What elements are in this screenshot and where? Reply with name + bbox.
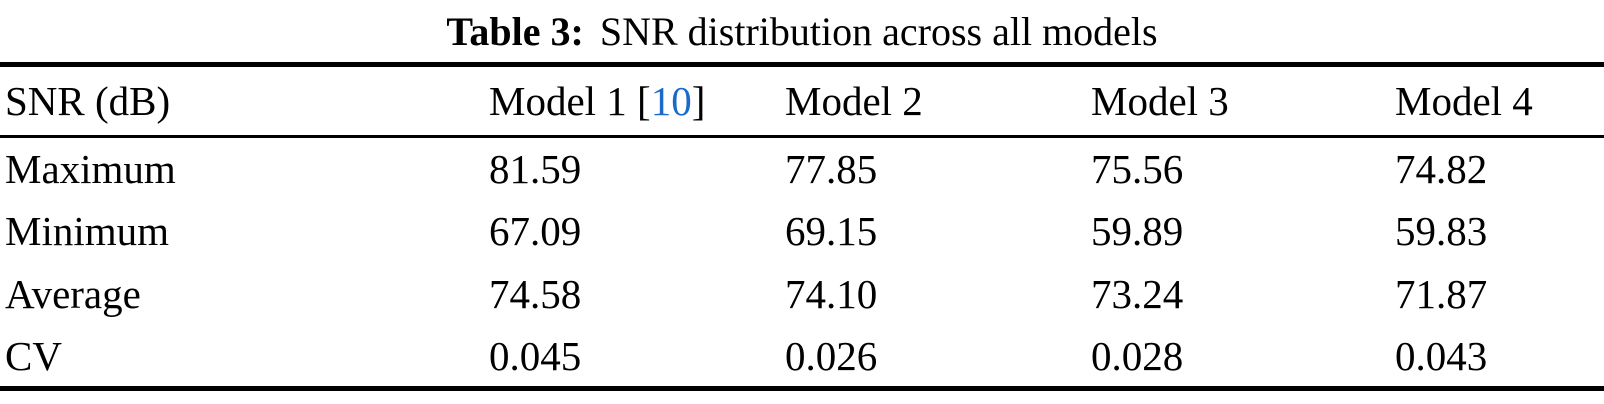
cell-value: 67.09	[489, 208, 582, 254]
cell-value: 0.028	[1091, 332, 1184, 379]
table-row-maximum: Maximum 81.59 77.85 75.56 74.82	[0, 137, 1604, 200]
cell-value: 0.045	[489, 332, 582, 379]
column-header-model3: Model 3	[1091, 64, 1395, 138]
cell-value: 0.026	[785, 332, 878, 379]
snr-table: SNR (dB) Model 1 [10] Model 2 Model 3 Mo…	[0, 62, 1604, 391]
row-label: Minimum	[5, 208, 170, 254]
column-header-model2: Model 2	[785, 64, 1091, 138]
cell-value: 71.87	[1395, 271, 1488, 317]
row-label: CV	[5, 332, 62, 379]
cell-value: 74.82	[1395, 145, 1488, 192]
cell-value: 59.83	[1395, 208, 1488, 254]
header-row: SNR (dB) Model 1 [10] Model 2 Model 3 Mo…	[0, 64, 1604, 138]
row-label: Maximum	[5, 145, 176, 192]
table-row-cv: CV 0.045 0.026 0.028 0.043	[0, 326, 1604, 389]
table-caption: Table 3: SNR distribution across all mod…	[0, 0, 1604, 62]
model1-label-suffix: ]	[691, 78, 706, 124]
table-row-average: Average 74.58 74.10 73.24 71.87	[0, 263, 1604, 326]
cell-value: 73.24	[1091, 271, 1184, 317]
caption-text: SNR distribution across all models	[599, 8, 1158, 54]
cell-value: 0.043	[1395, 332, 1488, 379]
column-header-model4: Model 4	[1395, 64, 1604, 138]
cell-value: 75.56	[1091, 145, 1184, 192]
table-row-minimum: Minimum 67.09 69.15 59.89 59.83	[0, 200, 1604, 263]
cell-value: 74.58	[489, 271, 582, 317]
citation-link-10[interactable]: 10	[650, 78, 692, 124]
cell-value: 74.10	[785, 271, 878, 317]
cell-value: 69.15	[785, 208, 878, 254]
cell-value: 77.85	[785, 145, 878, 192]
model1-label-prefix: Model 1 [	[489, 78, 651, 124]
row-label: Average	[5, 271, 141, 317]
caption-label: Table 3:	[446, 8, 584, 54]
cell-value: 59.89	[1091, 208, 1184, 254]
cell-value: 81.59	[489, 145, 582, 192]
column-header-model1: Model 1 [10]	[489, 64, 785, 138]
column-header-snr: SNR (dB)	[0, 64, 489, 138]
